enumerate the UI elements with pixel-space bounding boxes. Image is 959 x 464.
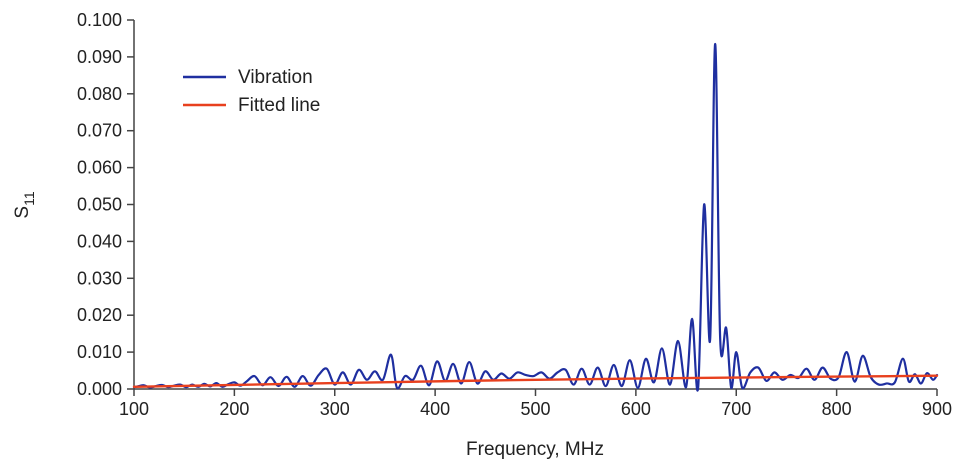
y-tick-label: 0.030 bbox=[77, 268, 122, 288]
legend-box bbox=[174, 60, 360, 122]
y-tick-label: 0.020 bbox=[77, 305, 122, 325]
y-tick-label: 0.060 bbox=[77, 158, 122, 178]
y-tick-label: 0.080 bbox=[77, 84, 122, 104]
y-ticks: 0.000 0.010 0.020 0.030 0.040 0.050 0.060 0.070… bbox=[77, 10, 134, 399]
y-tick-label: 0.100 bbox=[77, 10, 122, 30]
legend-label-fitted-line: Fitted line bbox=[238, 95, 320, 116]
series-line-fitted-line bbox=[132, 374, 939, 388]
legend-label-vibration: Vibration bbox=[238, 67, 313, 88]
x-tick-label: 400 bbox=[420, 399, 450, 419]
x-tick-label: 900 bbox=[922, 399, 952, 419]
y-axis-title-main: S bbox=[12, 206, 33, 219]
y-tick-label: 0.050 bbox=[77, 195, 122, 215]
y-tick-label: 0.010 bbox=[77, 342, 122, 362]
svg-text:S11: S11 bbox=[12, 191, 37, 218]
x-ticks: 100 200 300 400 500 600 700 800 900 bbox=[119, 389, 952, 419]
x-tick-label: 100 bbox=[119, 399, 149, 419]
y-tick-label: 0.070 bbox=[77, 121, 122, 141]
y-tick-label: 0.090 bbox=[77, 47, 122, 67]
x-axis-title: Frequency, MHz bbox=[466, 439, 604, 460]
y-axis-title-sub: 11 bbox=[21, 191, 37, 206]
legend: Vibration Fitted line bbox=[174, 60, 360, 122]
x-tick-label: 300 bbox=[320, 399, 350, 419]
x-tick-label: 600 bbox=[621, 399, 651, 419]
y-tick-label: 0.040 bbox=[77, 231, 122, 251]
y-tick-label: 0.000 bbox=[77, 379, 122, 399]
series-layer bbox=[132, 42, 939, 392]
x-tick-label: 800 bbox=[822, 399, 852, 419]
y-axis-title: S11 bbox=[12, 191, 37, 218]
x-tick-label: 700 bbox=[721, 399, 751, 419]
x-tick-label: 500 bbox=[520, 399, 550, 419]
x-tick-label: 200 bbox=[219, 399, 249, 419]
